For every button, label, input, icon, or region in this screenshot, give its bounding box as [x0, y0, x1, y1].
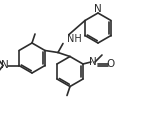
Text: N: N: [1, 61, 9, 70]
Text: N: N: [94, 4, 102, 14]
Text: N: N: [89, 57, 97, 67]
Text: O: O: [107, 59, 115, 69]
Text: NH: NH: [67, 33, 82, 44]
